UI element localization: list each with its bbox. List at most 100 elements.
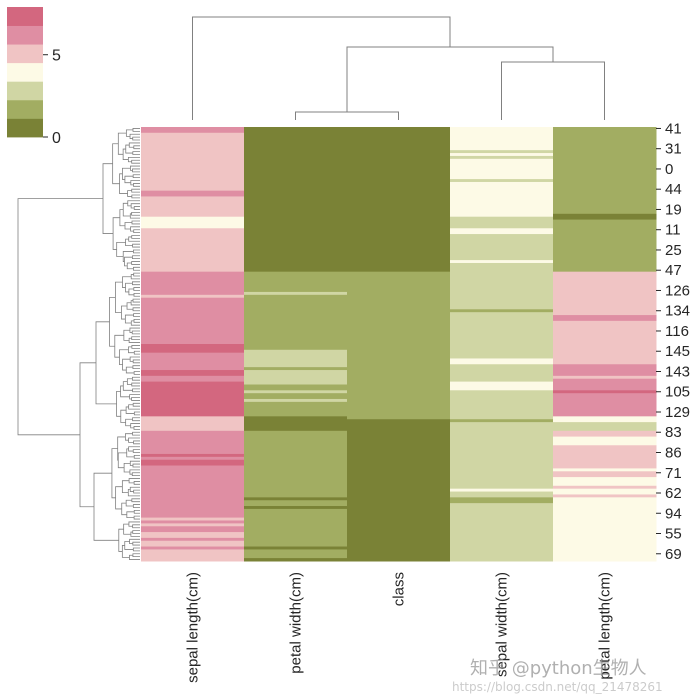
heatmap-cell [553,471,657,478]
dendrogram-link [132,417,140,422]
heatmap-cell [347,127,451,273]
heatmap-cell [450,153,554,157]
heatmap-cell [450,179,554,183]
dendrogram-link [132,449,140,453]
dendrogram-link [133,292,140,297]
heatmap-cell [450,228,554,235]
dendrogram-link [122,202,131,217]
dendrogram-link [132,255,140,260]
heatmap-cell [553,477,657,487]
heatmap-cell [141,375,245,383]
dendrogram-link [122,381,133,391]
heatmap-cell [141,190,245,197]
dendrogram-link [133,206,140,210]
heatmap-cell [244,549,348,559]
heatmap-cell [141,132,245,192]
dendrogram-link [132,553,140,558]
dendrogram-link [130,531,140,537]
heatmap-cell [553,213,657,221]
dendrogram-link [128,404,140,410]
dendrogram-link [132,151,140,155]
heatmap-cell [141,540,245,548]
dendrogram-link [133,515,140,520]
dendrogram-link [131,159,140,164]
row-tick-label: 31 [665,141,682,158]
dendrogram-link [128,142,140,148]
heatmap-cell [553,219,657,273]
row-tick-label: 94 [665,505,682,522]
dendrogram-link [122,276,132,288]
dendrogram-link [131,397,140,401]
dendrogram-link [124,314,134,324]
dendrogram-link [118,528,124,552]
dendrogram-link [133,440,140,445]
heatmap-cell [450,419,554,423]
heatmap-cell [141,216,245,229]
colorbar-segment [7,118,43,138]
heatmap-cell [347,271,451,420]
heatmap-cell [141,520,245,524]
dendrogram-link [126,302,134,310]
dendrogram-link [130,226,140,232]
dendrogram-link [121,545,130,558]
dendrogram-link [132,402,140,407]
heatmap-cell [244,370,348,386]
dendrogram-link [131,376,140,381]
dendrogram-link [17,198,103,436]
row-dendrogram [17,128,140,560]
heatmap-cell [450,312,554,359]
heatmap-cell [244,349,348,368]
heatmap-cell [553,445,657,469]
colorbar-segment [7,81,43,101]
dendrogram-link [192,16,451,120]
heatmap-cell [553,416,657,423]
heatmap-cell [450,503,554,562]
heatmap-cell [244,506,348,510]
heatmap-cell [244,398,348,403]
heatmap-cell [141,370,245,377]
heatmap-cell [244,271,348,293]
row-tick-label: 86 [665,445,682,462]
heatmap-cell [141,523,245,527]
dendrogram-link [120,385,130,398]
dendrogram-link [119,209,125,227]
heatmap-cell [244,401,348,417]
row-tick-label: 25 [665,242,682,259]
dendrogram-link [129,356,140,362]
dendrogram-link [346,46,554,112]
heatmap-cell [141,297,245,345]
dendrogram-link [117,132,127,155]
dendrogram-link [125,144,133,154]
dendrogram-link [129,327,140,333]
heatmap-cell [141,532,245,539]
heatmap-cell [244,393,348,400]
dendrogram-link [131,498,140,503]
heatmap-cell [244,558,348,562]
dendrogram-link [132,307,140,312]
dendrogram-link [131,188,140,193]
heatmap-cell [141,537,245,542]
column-dendrogram [192,16,605,120]
dendrogram-link [122,358,131,371]
heatmap-cell [553,127,657,215]
heatmap-cell [450,491,554,498]
dendrogram-link [501,61,605,120]
dendrogram-link [129,469,140,475]
dendrogram-link [126,378,133,385]
heatmap-cell [553,497,657,562]
heatmap-cell [141,526,245,533]
dendrogram-link [125,406,135,414]
dendrogram-link [95,321,117,405]
dendrogram-link [131,336,140,341]
dendrogram-link [132,243,140,248]
row-tick-label: 105 [665,384,690,401]
row-tick-label: 19 [665,201,682,218]
heatmap-cell [141,549,245,562]
dendrogram-link [117,436,126,461]
dendrogram-link [132,136,140,141]
heatmap-cell [347,419,451,562]
dendrogram-link [133,371,140,375]
heatmap-cell [553,393,657,417]
dendrogram-link [133,183,140,187]
row-tick-label: 116 [665,323,689,340]
